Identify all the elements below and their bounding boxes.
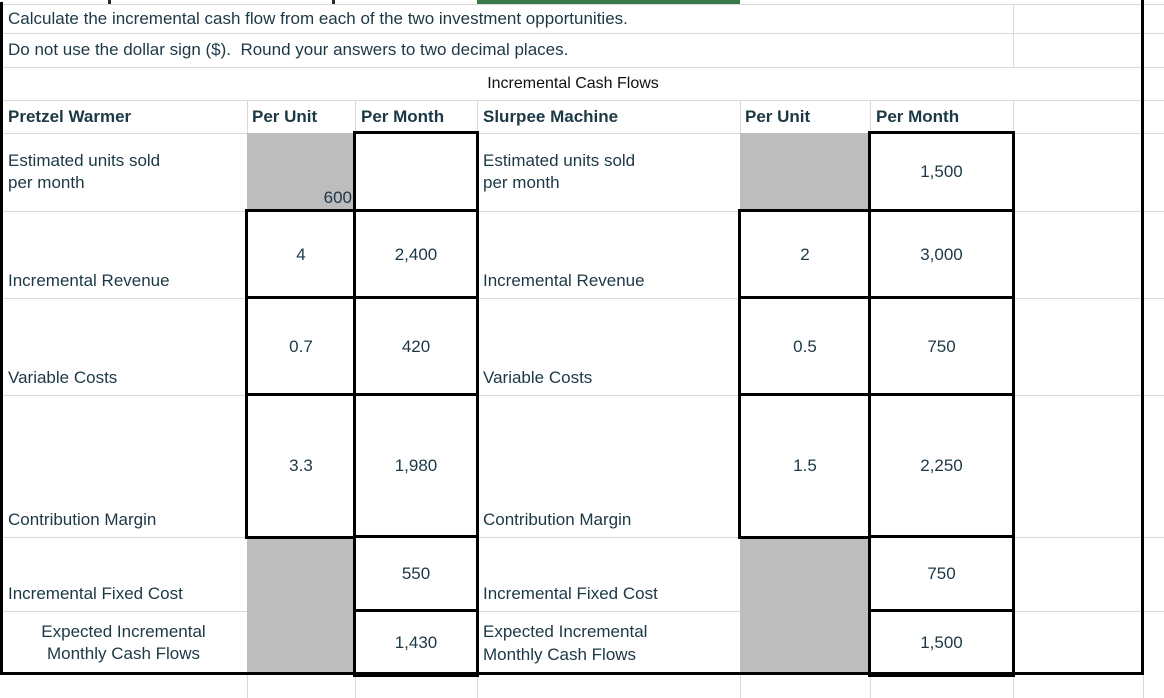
cell-pretzel-revenue-per-month[interactable]: 2,400 bbox=[353, 209, 479, 300]
header-slurpee-per-month[interactable]: Per Month bbox=[876, 107, 960, 126]
header-pretzel-per-month[interactable]: Per Month bbox=[361, 107, 445, 126]
label-pretzel-expected: Expected Incremental Monthly Cash Flows bbox=[41, 622, 206, 663]
gridline-h bbox=[0, 395, 1164, 396]
instruction-line-1: Calculate the incremental cash flow from… bbox=[8, 9, 628, 28]
gridline-h bbox=[0, 100, 1164, 101]
label-slurpee-expected: Expected Incremental Monthly Cash Flows bbox=[483, 622, 648, 664]
label-slurpee-fixed: Incremental Fixed Cost bbox=[483, 584, 658, 603]
instruction-line-2: Do not use the dollar sign ($). Round yo… bbox=[8, 40, 569, 59]
cell-pretzel-units-per-month[interactable] bbox=[353, 131, 479, 213]
cell-slurpee-revenue-per-month[interactable]: 3,000 bbox=[868, 209, 1015, 300]
label-slurpee-margin: Contribution Margin bbox=[483, 510, 632, 529]
cell-slurpee-variable-per-unit[interactable]: 0.5 bbox=[738, 296, 872, 397]
gridline-v bbox=[1143, 675, 1144, 698]
cell-pretzel-margin-per-unit[interactable]: 3.3 bbox=[245, 393, 357, 539]
region-border-left bbox=[0, 2, 3, 675]
region-border-right bbox=[1141, 0, 1144, 675]
cell-pretzel-fixed-per-unit-gray[interactable] bbox=[247, 537, 355, 675]
gridline-h bbox=[0, 298, 1164, 299]
cell-slurpee-fixed-per-month[interactable]: 750 bbox=[868, 535, 1015, 613]
table-title: Incremental Cash Flows bbox=[487, 75, 659, 92]
cell-pretzel-fixed-per-month[interactable]: 550 bbox=[353, 535, 479, 613]
border-fragment bbox=[332, 0, 335, 4]
label-pretzel-units-sold: Estimated units sold per month bbox=[8, 151, 161, 192]
gridline-v bbox=[1013, 4, 1014, 67]
cell-pretzel-units-per-unit-gray[interactable]: 600 bbox=[247, 133, 355, 211]
label-pretzel-fixed: Incremental Fixed Cost bbox=[8, 584, 183, 603]
cell-slurpee-margin-per-unit[interactable]: 1.5 bbox=[738, 393, 872, 539]
green-cell-fragment bbox=[477, 0, 740, 4]
label-slurpee-variable: Variable Costs bbox=[483, 368, 593, 387]
cell-slurpee-fixed-per-unit-gray[interactable] bbox=[740, 537, 870, 675]
header-pretzel-warmer[interactable]: Pretzel Warmer bbox=[8, 107, 132, 126]
cell-slurpee-units-per-month[interactable]: 1,500 bbox=[868, 131, 1015, 213]
label-slurpee-revenue: Incremental Revenue bbox=[483, 271, 645, 290]
cell-slurpee-units-per-unit-gray[interactable] bbox=[740, 133, 870, 211]
cell-slurpee-variable-per-month[interactable]: 750 bbox=[868, 296, 1015, 397]
gridline-h bbox=[0, 4, 1164, 5]
header-pretzel-per-unit[interactable]: Per Unit bbox=[252, 107, 318, 126]
label-pretzel-revenue: Incremental Revenue bbox=[8, 271, 170, 290]
cell-pretzel-variable-per-month[interactable]: 420 bbox=[353, 296, 479, 397]
cell-pretzel-variable-per-unit[interactable]: 0.7 bbox=[245, 296, 357, 397]
cell-slurpee-margin-per-month[interactable]: 2,250 bbox=[868, 393, 1015, 539]
cell-pretzel-margin-per-month[interactable]: 1,980 bbox=[353, 393, 479, 539]
header-slurpee-machine[interactable]: Slurpee Machine bbox=[483, 107, 619, 126]
label-slurpee-units-sold: Estimated units sold per month bbox=[483, 151, 636, 192]
region-border-bottom bbox=[0, 672, 1144, 675]
cell-pretzel-revenue-per-unit[interactable]: 4 bbox=[245, 209, 357, 300]
cell-slurpee-revenue-per-unit[interactable]: 2 bbox=[738, 209, 872, 300]
pretzel-units-sold-value: 600 bbox=[323, 188, 352, 207]
header-slurpee-per-unit[interactable]: Per Unit bbox=[745, 107, 811, 126]
gridline-h bbox=[0, 211, 1164, 212]
gridline-h bbox=[0, 133, 1164, 134]
label-pretzel-variable: Variable Costs bbox=[8, 368, 118, 387]
cell-pretzel-expected-per-month[interactable]: 1,430 bbox=[353, 609, 479, 677]
label-pretzel-margin: Contribution Margin bbox=[8, 510, 157, 529]
border-fragment bbox=[108, 0, 111, 4]
gridline-h bbox=[0, 67, 1164, 68]
gridline-h bbox=[0, 611, 1164, 612]
gridline-h bbox=[0, 33, 1164, 34]
cell-slurpee-expected-per-month[interactable]: 1,500 bbox=[868, 609, 1015, 677]
gridline-h bbox=[0, 537, 1164, 538]
